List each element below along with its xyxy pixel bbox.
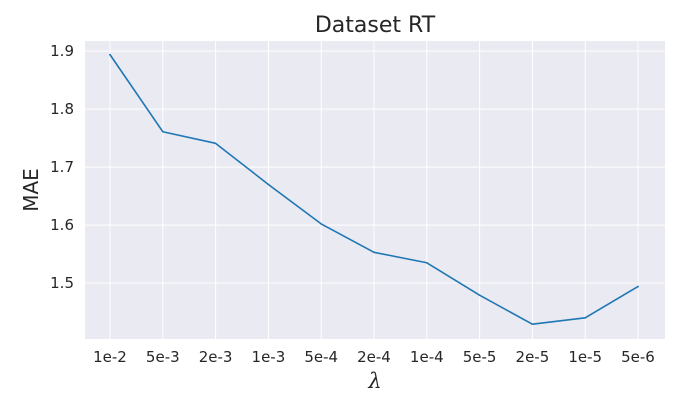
y-tick-label: 1.6	[50, 216, 74, 234]
data-point	[531, 323, 534, 326]
y-tick-label: 1.9	[50, 42, 74, 60]
x-tick-label: 1e-4	[410, 348, 444, 366]
y-tick-label: 1.5	[50, 274, 74, 292]
x-tick-label: 2e-5	[516, 348, 550, 366]
x-tick-label: 5e-4	[304, 348, 338, 366]
y-axis-label: MAE	[19, 168, 43, 212]
x-gridlines	[109, 41, 639, 339]
y-tick-label: 1.7	[50, 158, 74, 176]
x-tick-labels: 1e-2 5e-3 2e-3 1e-3 5e-4 2e-4 1e-4 5e-5 2e-5 1e-5…	[93, 348, 655, 366]
y-tick-labels: 1.5 1.6 1.7 1.8 1.9	[50, 42, 74, 292]
y-gridlines	[85, 50, 665, 284]
x-tick-label: 1e-5	[568, 348, 602, 366]
data-point	[584, 317, 586, 319]
series-layer	[109, 53, 639, 326]
x-axis-label: λ	[367, 369, 381, 393]
x-tick-label: 5e-6	[621, 348, 655, 366]
data-point	[109, 53, 111, 56]
x-tick-label: 2e-4	[357, 348, 391, 366]
x-tick-label: 1e-3	[252, 348, 286, 366]
data-point	[320, 223, 323, 225]
data-point	[162, 130, 164, 133]
data-point	[267, 183, 270, 186]
data-point	[637, 285, 639, 288]
chart-title: Dataset RT	[315, 13, 436, 38]
plot-area	[85, 41, 665, 339]
x-tick-label: 5e-3	[146, 348, 180, 366]
x-tick-label: 2e-3	[199, 348, 233, 366]
data-point	[426, 261, 428, 264]
data-point	[214, 142, 217, 145]
data-point	[373, 251, 375, 254]
x-tick-label: 1e-2	[93, 348, 127, 366]
data-point	[478, 294, 481, 297]
x-tick-label: 5e-5	[463, 348, 497, 366]
y-tick-label: 1.8	[50, 100, 74, 118]
